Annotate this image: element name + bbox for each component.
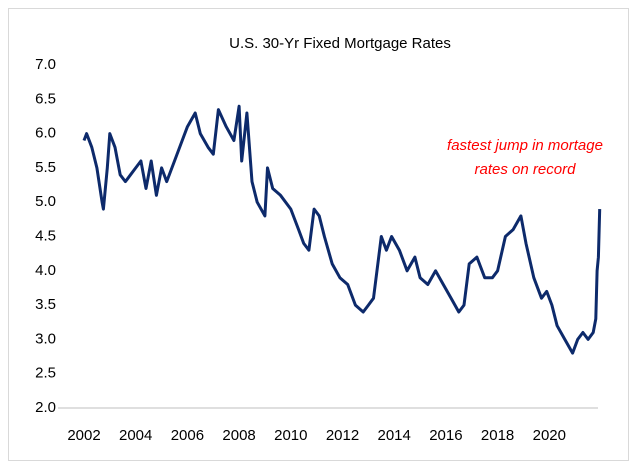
y-tick-label: 2.5 [35, 365, 56, 382]
x-tick-label: 2016 [429, 427, 462, 444]
y-tick-label: 4.0 [35, 262, 56, 279]
annotation: fastest jump in mortage [447, 137, 603, 154]
x-tick-label: 2020 [533, 427, 566, 444]
x-tick-label: 2018 [481, 427, 514, 444]
annotation: rates on record [475, 161, 577, 178]
y-tick-label: 7.0 [35, 56, 56, 73]
y-tick-label: 3.0 [35, 330, 56, 347]
x-tick-label: 2014 [378, 427, 411, 444]
y-tick-label: 5.0 [35, 193, 56, 210]
x-tick-label: 2004 [119, 427, 152, 444]
y-tick-label: 6.0 [35, 125, 56, 142]
y-tick-label: 5.5 [35, 159, 56, 176]
y-tick-label: 4.5 [35, 227, 56, 244]
line [82, 104, 602, 355]
x-tick-label: 2002 [67, 427, 100, 444]
x-tick-label: 2010 [274, 427, 307, 444]
x-tick-label: 2012 [326, 427, 359, 444]
y-tick-label: 3.5 [35, 296, 56, 313]
x-tick-label: 2008 [222, 427, 255, 444]
y-tick-label: 6.5 [35, 90, 56, 107]
chart-title: U.S. 30-Yr Fixed Mortgage Rates [229, 35, 451, 52]
chart-frame [8, 8, 629, 461]
x-tick-label: 2006 [171, 427, 204, 444]
y-tick-label: 2.0 [35, 399, 56, 416]
